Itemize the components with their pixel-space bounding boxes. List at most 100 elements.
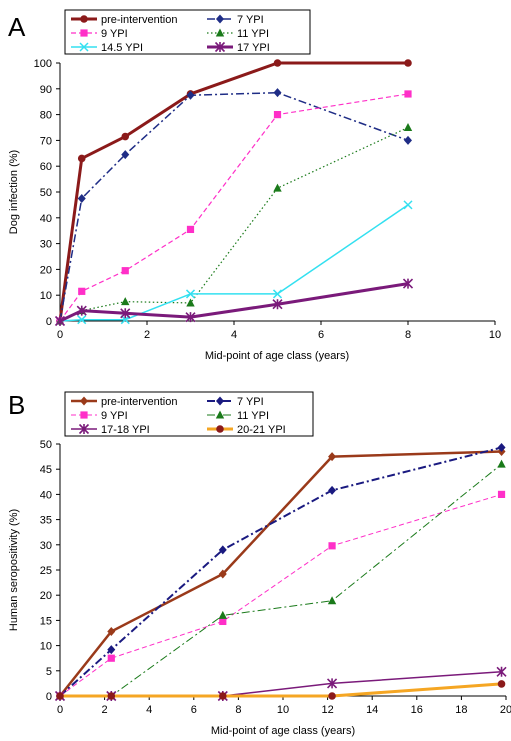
chart-panel-b: B 0 5 10 15 20 25 30 35 40 45 50 0 2 4 6 8 10 12 14 16 18 20 Mi… bbox=[8, 390, 511, 737]
y-tick-label: 45 bbox=[40, 464, 52, 476]
data-point bbox=[120, 308, 131, 319]
legend-marker bbox=[79, 42, 89, 52]
data-point bbox=[497, 443, 506, 453]
x-tick-label: 14 bbox=[366, 704, 378, 716]
x-tick-label: 4 bbox=[231, 329, 237, 341]
data-point bbox=[76, 305, 87, 316]
x-tick-label: 4 bbox=[146, 704, 152, 716]
y-tick-label: 90 bbox=[40, 84, 52, 96]
legend-label: pre-intervention bbox=[101, 396, 177, 408]
data-point bbox=[404, 135, 412, 145]
y-tick-label: 35 bbox=[40, 515, 52, 527]
data-point bbox=[121, 297, 130, 306]
data-point bbox=[403, 200, 413, 210]
x-tick-label: 2 bbox=[102, 704, 108, 716]
data-point bbox=[107, 645, 116, 655]
series-2 bbox=[56, 490, 506, 700]
data-point bbox=[78, 287, 86, 295]
data-point bbox=[107, 692, 116, 700]
data-point bbox=[107, 654, 115, 662]
x-tick-label: 10 bbox=[489, 329, 501, 341]
x-tick-label: 0 bbox=[57, 704, 63, 716]
x-tick-label: 8 bbox=[235, 704, 241, 716]
data-point bbox=[107, 626, 116, 636]
data-point bbox=[186, 298, 195, 307]
data-point bbox=[497, 490, 506, 498]
data-point bbox=[272, 289, 283, 299]
x-tick-label: 2 bbox=[144, 329, 150, 341]
data-point bbox=[404, 90, 412, 98]
data-point bbox=[218, 610, 227, 619]
data-point bbox=[219, 617, 227, 626]
data-point bbox=[497, 459, 506, 468]
series-0 bbox=[56, 59, 412, 325]
data-point bbox=[273, 111, 282, 119]
legend-label: 9 YPI bbox=[101, 410, 128, 422]
y-tick-label: 30 bbox=[40, 540, 52, 552]
y-tick-label: 25 bbox=[40, 565, 52, 577]
legend-label: 17 YPI bbox=[237, 42, 270, 54]
x-tick-label: 12 bbox=[321, 704, 333, 716]
data-point bbox=[218, 545, 227, 555]
x-tick-label: 6 bbox=[191, 704, 197, 716]
data-point bbox=[496, 666, 507, 677]
legend: pre-intervention 7 YPI 9 YPI 11 YPI 17-18 YP… bbox=[64, 391, 314, 437]
data-point bbox=[273, 59, 282, 67]
x-axis-label: Mid-point of age class (years) bbox=[205, 350, 349, 362]
data-point bbox=[328, 692, 336, 700]
legend-marker bbox=[215, 28, 225, 37]
data-point bbox=[121, 267, 129, 275]
series-line bbox=[59, 446, 502, 697]
data-point bbox=[327, 596, 337, 605]
data-point bbox=[272, 299, 283, 310]
x-tick-label: 6 bbox=[318, 329, 324, 341]
legend-marker bbox=[216, 14, 224, 24]
chart-panel-a: A 0 10 20 30 40 50 60 70 80 90 100 0 2 4 6 8 10 Mid-point … bbox=[8, 9, 501, 362]
x-axis-label: Mid-point of age class (years) bbox=[211, 725, 355, 737]
legend-marker bbox=[80, 411, 88, 419]
legend-marker bbox=[78, 423, 90, 435]
data-point bbox=[56, 692, 64, 700]
data-point bbox=[326, 678, 338, 689]
legend-box bbox=[64, 391, 314, 437]
y-axis-label: Dog infection (%) bbox=[8, 150, 20, 234]
legend-label: 11 YPI bbox=[237, 28, 269, 40]
series-3 bbox=[55, 459, 506, 700]
y-tick-label: 0 bbox=[46, 316, 52, 328]
legend-label: 7 YPI bbox=[237, 396, 264, 408]
legend-marker bbox=[216, 425, 224, 433]
series-line bbox=[58, 61, 408, 322]
panel-label: A bbox=[8, 12, 26, 42]
data-point bbox=[77, 193, 86, 203]
panel-label: B bbox=[8, 390, 25, 420]
y-tick-label: 10 bbox=[40, 641, 52, 653]
legend-marker bbox=[80, 29, 88, 37]
legend-label: 11 YPI bbox=[237, 410, 269, 422]
data-point bbox=[402, 278, 414, 289]
y-tick-label: 50 bbox=[40, 187, 52, 199]
y-tick-label: 15 bbox=[40, 615, 52, 627]
legend-marker bbox=[216, 396, 224, 406]
data-point bbox=[186, 225, 195, 234]
series-line bbox=[59, 493, 502, 697]
data-point bbox=[328, 452, 337, 462]
series-2 bbox=[56, 90, 412, 325]
y-tick-label: 0 bbox=[46, 691, 52, 703]
data-point bbox=[403, 123, 413, 131]
y-tick-label: 20 bbox=[40, 264, 52, 276]
series-5 bbox=[54, 278, 414, 327]
data-point bbox=[77, 315, 87, 325]
series-4 bbox=[55, 200, 413, 326]
data-point bbox=[185, 312, 196, 323]
series-line bbox=[59, 204, 409, 322]
legend-marker bbox=[80, 396, 88, 406]
series-5 bbox=[56, 680, 506, 700]
data-point bbox=[497, 680, 506, 688]
legend-label: 9 YPI bbox=[101, 28, 128, 40]
y-tick-label: 70 bbox=[40, 135, 52, 147]
y-tick-label: 60 bbox=[40, 161, 52, 173]
series-line bbox=[60, 671, 502, 697]
legend: pre-intervention 7 YPI 9 YPI 11 YPI 14.5 YPI… bbox=[64, 9, 311, 55]
legend-label: 20-21 YPI bbox=[237, 424, 286, 436]
